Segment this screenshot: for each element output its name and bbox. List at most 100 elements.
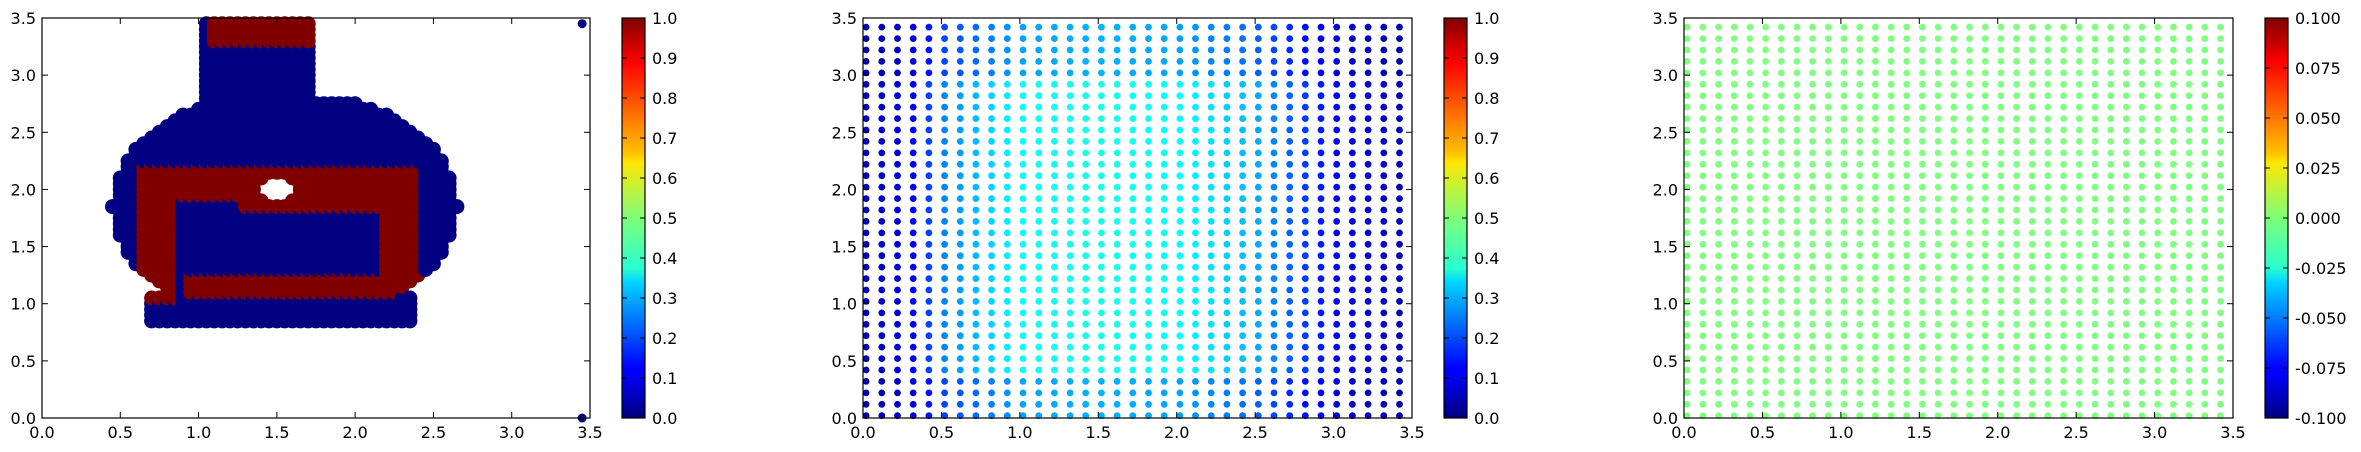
axes-frame — [1683, 17, 2234, 419]
data-point — [1966, 263, 1973, 271]
data-point — [2217, 23, 2224, 31]
data-point — [2122, 115, 2130, 122]
data-point — [1160, 263, 1168, 271]
data-point — [2028, 149, 2036, 157]
data-point — [1270, 206, 1278, 214]
data-point — [1113, 172, 1121, 180]
data-point — [1966, 275, 1973, 282]
data-point — [1396, 263, 1403, 271]
data-point — [1066, 309, 1074, 317]
data-point — [1950, 332, 1958, 340]
data-point — [1777, 58, 1785, 65]
data-point — [1919, 149, 1926, 157]
data-point — [1333, 126, 1341, 134]
data-point — [1003, 103, 1011, 111]
data-point — [1872, 195, 1879, 203]
data-point — [1207, 80, 1215, 88]
data-point — [1809, 206, 1816, 214]
data-point — [2217, 355, 2224, 362]
data-point — [1856, 195, 1864, 203]
data-point — [956, 240, 964, 248]
data-point — [1333, 195, 1341, 203]
data-point — [2201, 206, 2209, 214]
data-point — [1746, 263, 1754, 271]
data-point — [1364, 343, 1372, 351]
data-point — [1793, 195, 1801, 203]
data-point — [1856, 80, 1864, 88]
data-point — [1223, 252, 1231, 260]
data-point — [1950, 389, 1958, 397]
data-point — [1683, 286, 1691, 294]
data-point — [1254, 138, 1262, 145]
data-point — [1176, 80, 1184, 88]
data-point — [2138, 298, 2146, 305]
data-point — [2060, 378, 2068, 385]
data-point — [1950, 58, 1958, 65]
data-point — [1762, 400, 1769, 408]
data-point — [1919, 69, 1926, 77]
data-point — [1396, 58, 1403, 65]
data-point — [1286, 160, 1294, 168]
data-point — [1254, 206, 1262, 214]
data-point — [941, 103, 948, 111]
data-point — [1301, 23, 1309, 31]
data-point — [1380, 298, 1388, 305]
data-point — [1098, 366, 1105, 374]
data-point — [2107, 183, 2115, 191]
data-point — [2138, 172, 2146, 180]
data-point — [1254, 240, 1262, 248]
data-point — [1887, 23, 1895, 31]
data-point — [2138, 183, 2146, 191]
data-point — [925, 218, 933, 225]
data-point — [1715, 206, 1722, 214]
data-point — [1160, 138, 1168, 145]
data-point — [1777, 46, 1785, 54]
data-point — [2044, 35, 2052, 42]
data-point — [1919, 343, 1926, 351]
data-point — [1207, 309, 1215, 317]
data-point — [1746, 115, 1754, 122]
data-point — [1176, 138, 1184, 145]
data-point — [1129, 138, 1137, 145]
data-point — [1715, 240, 1722, 248]
data-point — [1129, 298, 1137, 305]
data-point — [2075, 218, 2083, 225]
data-point — [956, 35, 964, 42]
data-point — [972, 263, 980, 271]
colorbar-tick-label: 0.3 — [1474, 289, 1499, 308]
data-point — [1824, 298, 1832, 305]
data-point — [1113, 46, 1121, 54]
data-point — [2107, 332, 2115, 340]
data-point — [2091, 103, 2099, 111]
data-point — [1919, 80, 1926, 88]
data-point — [1301, 80, 1309, 88]
data-point — [1981, 366, 1989, 374]
data-point — [1113, 229, 1121, 237]
data-point — [2013, 195, 2020, 203]
data-point — [1003, 46, 1011, 54]
data-point — [1981, 320, 1989, 328]
data-point — [2044, 229, 2052, 237]
colorbar-tick-label: 0.5 — [1474, 209, 1499, 228]
data-point — [1301, 400, 1309, 408]
colorbar-tick-label: 0.8 — [652, 89, 677, 108]
data-point — [2154, 69, 2162, 77]
data-point — [1981, 149, 1989, 157]
data-point — [2154, 160, 2162, 168]
data-point — [1145, 69, 1152, 77]
data-point — [1793, 389, 1801, 397]
data-point — [1730, 149, 1738, 157]
data-point — [941, 286, 948, 294]
data-point — [1239, 343, 1246, 351]
data-point — [1254, 46, 1262, 54]
data-point — [1160, 160, 1168, 168]
data-point — [1129, 343, 1137, 351]
data-point — [1113, 389, 1121, 397]
data-point — [1176, 355, 1184, 362]
data-point — [1364, 46, 1372, 54]
data-point — [2122, 126, 2130, 134]
data-point — [956, 58, 964, 65]
data-point — [1364, 332, 1372, 340]
data-point — [2170, 58, 2177, 65]
data-point — [1239, 263, 1246, 271]
